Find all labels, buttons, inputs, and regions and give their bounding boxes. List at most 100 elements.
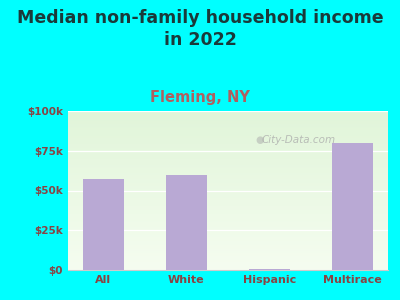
Bar [68,175,388,176]
Bar [68,189,388,190]
Bar [68,237,388,238]
Bar [68,186,388,187]
Bar [68,179,388,181]
Bar [68,140,388,141]
Bar [68,143,388,144]
Bar [68,164,388,165]
Bar [68,254,388,256]
Bar [332,143,374,270]
Bar [68,151,388,152]
Bar [68,224,388,226]
Bar [68,262,388,264]
Bar [68,168,388,170]
Bar [68,248,388,249]
Bar [68,203,388,205]
Bar [68,249,388,251]
Bar [68,253,388,254]
Bar [68,200,388,202]
Bar [68,211,388,213]
Bar [68,144,388,146]
Bar [68,218,388,219]
Bar [68,210,388,211]
Bar [68,233,388,235]
Bar [68,138,388,140]
Bar [68,219,388,221]
Bar [68,119,388,121]
Bar [68,111,388,112]
Bar [68,213,388,214]
Bar [68,181,388,182]
Bar [68,121,388,122]
Bar [68,260,388,262]
Bar [68,165,388,166]
Bar [68,167,388,168]
Bar [68,205,388,206]
Bar [68,190,388,192]
Bar [68,157,388,159]
Bar [68,170,388,171]
Bar [68,244,388,246]
Bar [68,264,388,265]
Bar [68,114,388,116]
Bar [68,202,388,203]
Bar [68,238,388,240]
Bar [68,149,388,151]
Bar [68,268,388,270]
Text: City-Data.com: City-Data.com [261,135,336,145]
Bar [68,235,388,237]
Bar [68,133,388,135]
Bar [68,136,388,138]
Bar [68,257,388,259]
Bar [68,162,388,164]
Text: Fleming, NY: Fleming, NY [150,90,250,105]
Bar [68,232,388,233]
Bar [68,208,388,210]
Bar [68,221,388,222]
Bar [68,197,388,199]
Bar [68,176,388,178]
Bar [68,243,388,244]
Bar [68,240,388,242]
Bar [68,246,388,248]
Bar [68,148,388,149]
Bar [68,229,388,230]
Bar [68,182,388,184]
Bar [68,214,388,216]
Bar [82,179,124,270]
Bar [68,256,388,257]
Bar [68,178,388,179]
Bar [68,222,388,224]
Bar [68,112,388,114]
Bar [68,251,388,253]
Bar [68,227,388,229]
Bar [68,135,388,137]
Bar [68,124,388,125]
Bar [68,216,388,218]
Bar [68,155,388,157]
Bar [68,194,388,195]
Bar [68,122,388,124]
Bar [68,206,388,208]
Bar [68,230,388,232]
Bar [68,127,388,128]
Bar [68,226,388,227]
Text: Median non-family household income
in 2022: Median non-family household income in 20… [17,9,383,49]
Bar [68,152,388,154]
Bar [68,265,388,267]
Bar [68,117,388,119]
Bar [68,192,388,194]
Text: ●: ● [256,135,264,145]
Bar [68,187,388,189]
Bar [68,184,388,186]
Bar [68,160,388,162]
Bar [68,116,388,117]
Bar [68,159,388,160]
Bar [68,128,388,130]
Bar [68,141,388,143]
Bar [166,175,207,270]
Bar [68,195,388,197]
Bar [68,125,388,127]
Bar [68,171,388,173]
Bar [68,146,388,148]
Bar [68,132,388,133]
